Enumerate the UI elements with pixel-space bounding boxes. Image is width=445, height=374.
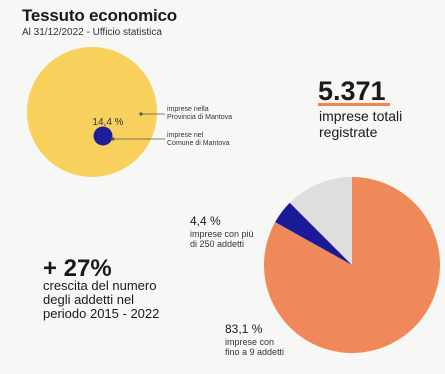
pie-small-value: 4,4 %: [190, 214, 221, 228]
total-label-line2: registrate: [319, 124, 378, 140]
accent-underline: [318, 103, 390, 106]
comune-label-line2: Comune di Mantova: [167, 140, 230, 147]
pie-large-line2: fino a 9 addetti: [225, 347, 284, 357]
pie-slice-large-business: [275, 202, 352, 265]
comune-circle: [93, 126, 113, 146]
growth-value: + 27%: [43, 255, 112, 282]
province-label-line2: Provincia di Mantova: [167, 114, 232, 121]
page-subtitle: Al 31/12/2022 - Ufficio statistica: [22, 27, 162, 38]
growth-stat: + 27% crescita del numero degli addetti …: [43, 255, 159, 321]
pie-large-line1: imprese con: [225, 337, 274, 347]
page-title: Tessuto economico: [22, 6, 177, 25]
province-circle: [27, 47, 157, 177]
pie-chart: [263, 177, 440, 354]
bubble-chart: 14,4 % imprese nella Provincia di Mantov…: [27, 47, 232, 177]
growth-line1: crescita del numero: [43, 278, 156, 293]
total-value: 5.371: [318, 76, 386, 106]
province-leader-dot: [139, 112, 143, 116]
pie-large-value: 83,1 %: [225, 322, 263, 336]
total-label-line1: imprese totali: [319, 108, 402, 124]
comune-percent-label: 14,4 %: [92, 117, 123, 128]
comune-label-line1: imprese nel: [167, 132, 204, 139]
province-label-line1: imprese nella: [167, 106, 209, 113]
pie-small-line1: imprese con più: [190, 229, 254, 239]
growth-line3: periodo 2015 - 2022: [43, 306, 159, 321]
growth-line2: degli addetti nel: [43, 292, 134, 307]
pie-small-line2: di 250 addetti: [190, 239, 244, 249]
total-stat: 5.371 imprese totali registrate: [318, 76, 402, 140]
pie-slice-other: [289, 177, 352, 265]
comune-leader-dot: [111, 137, 115, 141]
